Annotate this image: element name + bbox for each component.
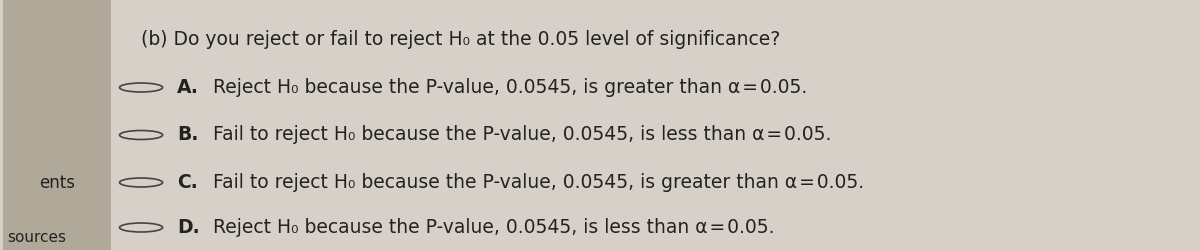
Text: D.: D. [176,218,199,237]
Text: sources: sources [7,230,66,245]
Text: Fail to reject H₀ because the P-value, 0.0545, is less than α = 0.05.: Fail to reject H₀ because the P-value, 0… [212,126,832,144]
Text: C.: C. [176,173,198,192]
Text: ents: ents [40,174,76,192]
Text: Fail to reject H₀ because the P-value, 0.0545, is greater than α = 0.05.: Fail to reject H₀ because the P-value, 0… [212,173,864,192]
Text: B.: B. [176,126,198,144]
Text: Reject H₀ because the P-value, 0.0545, is greater than α = 0.05.: Reject H₀ because the P-value, 0.0545, i… [212,78,808,97]
Text: A.: A. [176,78,199,97]
FancyBboxPatch shape [4,0,112,250]
Text: (b) Do you reject or fail to reject H₀ at the 0.05 level of significance?: (b) Do you reject or fail to reject H₀ a… [142,30,780,49]
Text: Reject H₀ because the P-value, 0.0545, is less than α = 0.05.: Reject H₀ because the P-value, 0.0545, i… [212,218,774,237]
